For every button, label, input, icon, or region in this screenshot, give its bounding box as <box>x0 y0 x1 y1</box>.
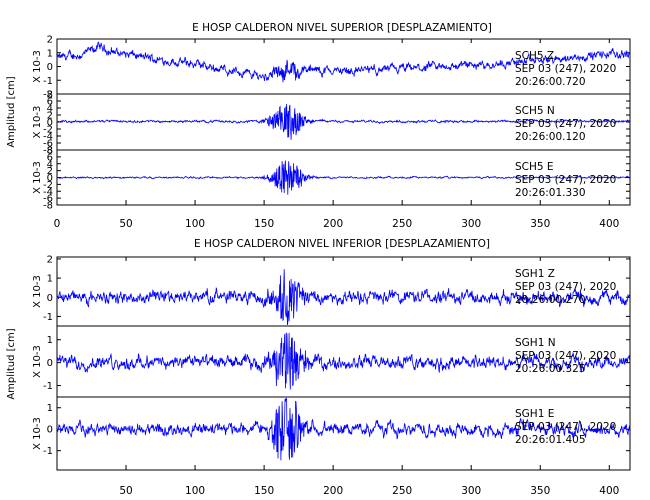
y-tick-label: -1 <box>43 381 53 392</box>
y-tick-label: 2 <box>47 166 53 177</box>
x-tick-label: 400 <box>599 218 619 230</box>
scale-multiplier-label: X 10-3 <box>32 275 43 308</box>
date-label: SEP 03 (247), 2020 <box>515 118 616 130</box>
y-axis-label: Amplitud [cm] <box>6 76 17 147</box>
x-tick-label: 50 <box>119 218 132 230</box>
waveform-trace-sch5-e <box>56 160 631 195</box>
y-tick-label: -2 <box>43 90 53 101</box>
y-tick-label: 0 <box>47 118 53 129</box>
y-tick-label: -1 <box>43 446 53 457</box>
x-tick-label: 100 <box>185 485 205 497</box>
scale-multiplier-label: X 10-3 <box>32 345 43 378</box>
y-tick-label: 1 <box>47 48 53 59</box>
channel-label: SGH1 Z <box>515 268 555 280</box>
waveform-trace-sgh1-n <box>56 332 631 390</box>
channel-label: SCH5 E <box>515 161 554 173</box>
scale-multiplier-label: X 10-3 <box>32 417 43 450</box>
y-tick-label: -8 <box>43 146 53 157</box>
date-label: SEP 03 (247), 2020 <box>515 174 616 186</box>
y-tick-label: 0 <box>47 293 53 304</box>
y-tick-label: 1 <box>47 335 53 346</box>
waveform-trace-sch5-n <box>56 103 631 140</box>
scale-multiplier-label: X 10-3 <box>32 50 43 83</box>
y-tick-label: 2 <box>47 35 53 46</box>
scale-multiplier-label: X 10-3 <box>32 161 43 194</box>
y-tick-label: -2 <box>43 125 53 136</box>
x-tick-label: 250 <box>392 485 412 497</box>
x-tick-label: 150 <box>254 485 274 497</box>
y-tick-label: 2 <box>47 111 53 122</box>
y-tick-label: 1 <box>47 274 53 285</box>
y-tick-label: -4 <box>43 187 53 198</box>
x-tick-label: 250 <box>392 218 412 230</box>
time-label: 20:26:00.720 <box>515 76 586 88</box>
panel-frame <box>56 396 631 471</box>
y-tick-label: 0 <box>47 62 53 73</box>
y-tick-label: -6 <box>43 139 53 150</box>
time-label: 20:26:00.325 <box>515 363 586 375</box>
date-label: SEP 03 (247), 2020 <box>515 281 616 293</box>
y-tick-label: 0 <box>47 358 53 369</box>
x-tick-label: 200 <box>323 218 343 230</box>
chart-title: E HOSP CALDERON NIVEL INFERIOR [DESPLAZA… <box>194 238 490 250</box>
y-tick-label: 8 <box>47 90 53 101</box>
waveform-trace-sch5-z <box>56 41 631 83</box>
time-label: 20:26:00.120 <box>515 131 586 143</box>
date-label: SEP 03 (247), 2020 <box>515 63 616 75</box>
chart-title: E HOSP CALDERON NIVEL SUPERIOR [DESPLAZA… <box>192 22 492 34</box>
date-label: SEP 03 (247), 2020 <box>515 350 616 362</box>
x-tick-label: 150 <box>254 218 274 230</box>
y-axis-label: Amplitud [cm] <box>6 328 17 399</box>
channel-label: SGH1 E <box>515 408 554 420</box>
y-tick-label: 0 <box>47 173 53 184</box>
x-tick-label: 400 <box>599 485 619 497</box>
time-label: 20:26:00.270 <box>515 294 586 306</box>
time-label: 20:26:01.405 <box>515 434 586 446</box>
y-tick-label: -8 <box>43 201 53 212</box>
channel-label: SGH1 N <box>515 337 556 349</box>
x-tick-label: 50 <box>119 485 132 497</box>
channel-label: SCH5 N <box>515 105 555 117</box>
y-tick-label: 0 <box>47 425 53 436</box>
scale-multiplier-label: X 10-3 <box>32 106 43 139</box>
waveform-trace-sgh1-e <box>56 398 631 461</box>
y-tick-label: 4 <box>47 104 53 115</box>
y-tick-label: -4 <box>43 132 53 143</box>
x-tick-label: 0 <box>54 218 61 230</box>
channel-label: SCH5 Z <box>515 50 554 62</box>
y-tick-label: -6 <box>43 194 53 205</box>
x-tick-label: 300 <box>461 218 481 230</box>
y-tick-label: 6 <box>47 97 53 108</box>
y-tick-label: 2 <box>47 254 53 265</box>
y-tick-label: 8 <box>47 146 53 157</box>
waveform-trace-sgh1-z <box>56 269 631 325</box>
x-tick-label: 350 <box>530 218 550 230</box>
y-tick-label: -1 <box>43 76 53 87</box>
x-tick-label: 350 <box>530 485 550 497</box>
y-tick-label: -2 <box>43 180 53 191</box>
y-tick-label: 6 <box>47 152 53 163</box>
y-tick-label: -1 <box>43 312 53 323</box>
x-tick-label: 300 <box>461 485 481 497</box>
y-tick-label: 4 <box>47 159 53 170</box>
date-label: SEP 03 (247), 2020 <box>515 421 616 433</box>
x-tick-label: 200 <box>323 485 343 497</box>
x-tick-label: 100 <box>185 218 205 230</box>
time-label: 20:26:01.330 <box>515 187 586 199</box>
y-tick-label: 1 <box>47 403 53 414</box>
